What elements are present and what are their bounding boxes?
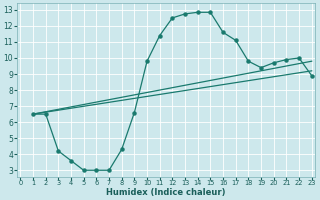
X-axis label: Humidex (Indice chaleur): Humidex (Indice chaleur) [106,188,226,197]
